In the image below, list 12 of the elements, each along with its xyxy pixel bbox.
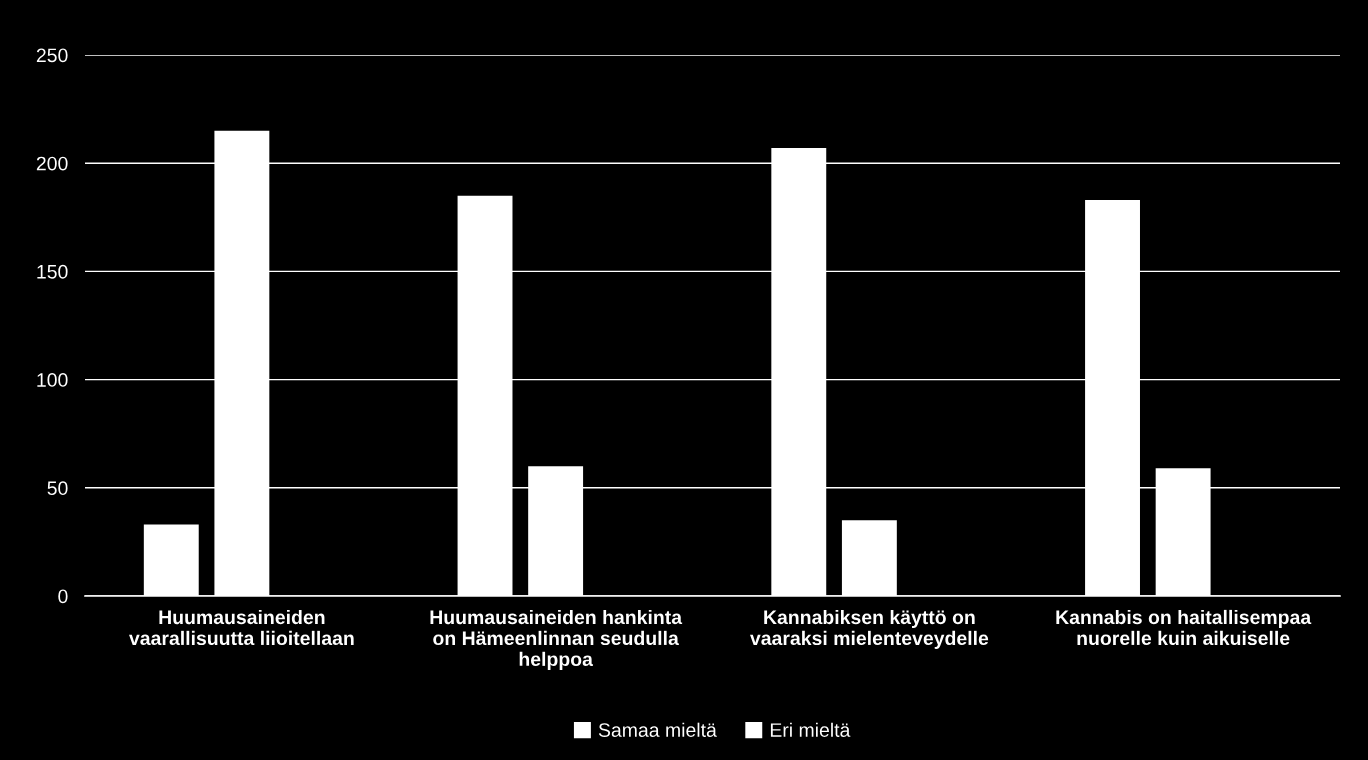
y-tick-label: 200 — [36, 156, 68, 171]
x-tick-label: Huumausaineiden hankinta on Hämeenlinnan seudulla helppoa — [430, 609, 683, 670]
y-tick-label: 150 — [37, 264, 68, 279]
x-tick-label: Kannabiksen käyttö on vaaraksi mielenteveydelle — [750, 609, 989, 649]
y-tick-label: 100 — [37, 373, 68, 387]
legend-label: Eri mieltä — [770, 722, 851, 737]
y-tick-label: 0 — [58, 589, 68, 604]
y-tick-label: 250 — [36, 48, 68, 63]
y-tick-label: 50 — [47, 481, 68, 496]
legend-label: Samaa mieltä — [598, 722, 717, 737]
x-tick-label: Kannabis on haitallisempaa nuorelle kuin aikuiselle — [1056, 609, 1312, 646]
x-tick-label: Huumausaineiden vaarallisuutta liioitellaan — [129, 609, 354, 646]
